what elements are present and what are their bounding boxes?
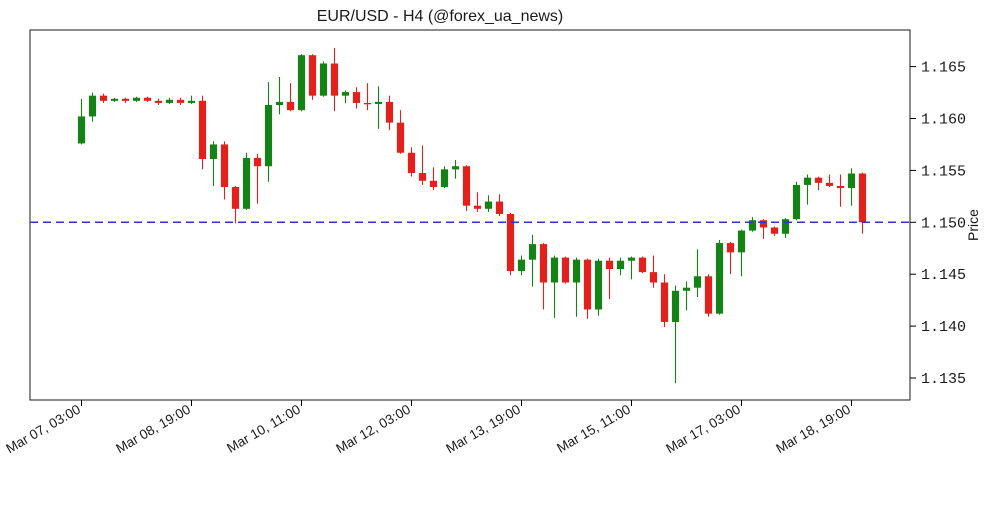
svg-text:Mar 13, 19:00: Mar 13, 19:00 bbox=[443, 402, 523, 457]
svg-text:Mar 15, 11:00: Mar 15, 11:00 bbox=[554, 402, 633, 456]
svg-text:1.145: 1.145 bbox=[921, 267, 966, 284]
svg-text:Mar 10, 11:00: Mar 10, 11:00 bbox=[224, 402, 303, 456]
svg-text:Mar 07, 03:00: Mar 07, 03:00 bbox=[3, 402, 83, 457]
svg-text:Price: Price bbox=[965, 209, 981, 241]
svg-text:1.165: 1.165 bbox=[921, 60, 966, 77]
svg-text:Mar 18, 19:00: Mar 18, 19:00 bbox=[773, 402, 853, 457]
svg-text:1.135: 1.135 bbox=[921, 371, 966, 388]
svg-text:1.155: 1.155 bbox=[921, 163, 966, 180]
svg-text:Mar 08, 19:00: Mar 08, 19:00 bbox=[113, 402, 193, 457]
svg-text:1.140: 1.140 bbox=[921, 319, 966, 336]
svg-text:1.160: 1.160 bbox=[921, 112, 966, 129]
svg-text:1.150: 1.150 bbox=[921, 215, 966, 232]
svg-text:Mar 12, 03:00: Mar 12, 03:00 bbox=[333, 402, 413, 457]
svg-text:Mar 17, 03:00: Mar 17, 03:00 bbox=[663, 402, 743, 457]
